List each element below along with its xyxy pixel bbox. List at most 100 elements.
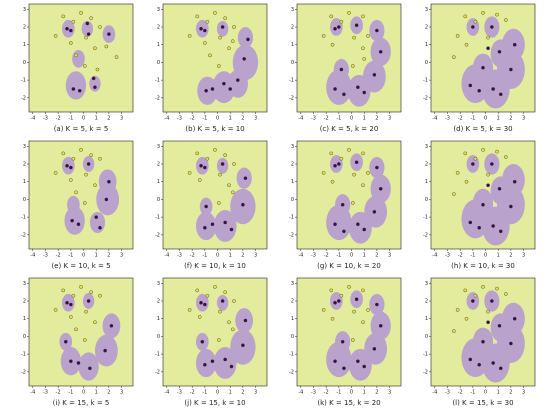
data-point (463, 288, 468, 293)
y-tick-label: 1 (291, 179, 294, 185)
data-point (208, 53, 212, 58)
data-point (468, 83, 473, 88)
data-point (361, 183, 365, 188)
data-point (91, 76, 96, 81)
data-point (217, 338, 221, 342)
x-tick-label: 1 (497, 116, 500, 122)
y-tick-label: -1 (289, 78, 294, 84)
plot-content (187, 11, 259, 105)
data-point (98, 25, 102, 29)
x-tick-label: 1 (95, 390, 98, 396)
data-point (491, 87, 495, 91)
data-point (340, 339, 345, 344)
data-point (464, 179, 469, 184)
x-tick-label: 2 (509, 253, 512, 259)
data-point (197, 178, 202, 182)
x-tick-label: -4 (164, 116, 169, 122)
x-tick-label: 0 (216, 253, 219, 259)
data-point (378, 187, 383, 191)
data-point (497, 324, 502, 328)
data-point (330, 316, 335, 321)
data-point (347, 148, 351, 152)
data-point (187, 34, 192, 38)
y-tick-label: -2 (289, 232, 294, 238)
y-tick-label: -2 (423, 95, 428, 101)
x-tick-label: 0 (82, 390, 85, 396)
y-tick-label: 3 (425, 144, 428, 150)
data-point (53, 34, 58, 38)
y-tick-label: 1 (157, 179, 160, 185)
data-point (220, 25, 225, 29)
data-point (509, 67, 513, 72)
data-point (114, 55, 119, 59)
data-point (504, 292, 508, 296)
x-tick-label: -2 (458, 116, 463, 122)
x-tick-label: 0 (82, 253, 85, 259)
x-tick-label: 1 (95, 253, 98, 259)
data-point (79, 11, 83, 15)
x-tick-label: 3 (522, 116, 525, 122)
y-tick-label: 2 (425, 25, 428, 31)
data-point (455, 34, 460, 38)
y-tick-label: 3 (23, 144, 26, 150)
y-tick-label: 1 (291, 42, 294, 48)
x-tick-label: -3 (177, 390, 182, 396)
x-tick-label: -3 (445, 390, 450, 396)
plot-content (53, 148, 120, 235)
x-tick-label: -4 (298, 253, 303, 259)
data-point (243, 318, 248, 323)
data-point (205, 156, 210, 161)
x-tick-label: 1 (229, 390, 232, 396)
caption: (c) K = 5, k = 20 (320, 125, 379, 133)
y-tick-label: -2 (155, 95, 160, 101)
data-point (83, 338, 87, 342)
data-point (218, 309, 222, 314)
data-point (89, 16, 93, 20)
x-tick-label: -2 (190, 390, 195, 396)
y-tick-label: -1 (423, 352, 428, 358)
data-point (337, 299, 341, 303)
data-point (491, 224, 495, 228)
data-point (217, 201, 221, 205)
data-point (94, 215, 99, 219)
y-tick-label: 3 (157, 281, 160, 287)
data-point (93, 183, 97, 188)
plot-frame (430, 277, 536, 387)
data-point (95, 67, 100, 72)
data-point (497, 187, 502, 191)
data-point (205, 19, 210, 24)
y-tick-label: 1 (23, 179, 26, 185)
y-tick-label: 0 (157, 197, 160, 203)
data-point (356, 359, 360, 364)
data-point (227, 46, 231, 51)
data-point (222, 81, 226, 86)
subplot: -4 -3 -2 -1 0 1 2 3 -2 -1 0 1 2 3 (f) K = 10, k = 10 (155, 140, 268, 270)
data-point (203, 41, 207, 45)
x-tick-label: -1 (202, 116, 207, 122)
subplot: -4 -3 -2 -1 0 1 2 3 -2 -1 0 1 2 3 (l) K = 15, k = 30 (423, 277, 536, 407)
data-point (83, 201, 87, 205)
subplot: -4 -3 -2 -1 0 1 2 3 -2 -1 0 1 2 3 (i) K = 15, k = 5 (21, 277, 134, 407)
plot-frame (162, 277, 268, 387)
x-tick-label: 0 (350, 253, 353, 259)
data-point (227, 320, 231, 325)
data-point (452, 192, 456, 196)
plot-content (53, 285, 121, 381)
plot-content (321, 11, 391, 107)
y-tick-label: -1 (155, 78, 160, 84)
plot-content (452, 148, 525, 246)
x-tick-label: 3 (120, 253, 123, 259)
y-tick-label: 0 (291, 197, 294, 203)
y-tick-label: 0 (23, 60, 26, 66)
x-tick-label: -2 (190, 253, 195, 259)
data-point (61, 151, 66, 156)
data-point (495, 12, 499, 17)
x-tick-label: 0 (484, 253, 487, 259)
y-tick-label: 1 (425, 42, 428, 48)
data-point (333, 359, 337, 364)
data-point (504, 155, 508, 159)
x-tick-label: 0 (484, 390, 487, 396)
caption: (g) K = 10, k = 20 (317, 262, 381, 270)
x-tick-label: 3 (254, 390, 257, 396)
decision-region (195, 348, 217, 378)
